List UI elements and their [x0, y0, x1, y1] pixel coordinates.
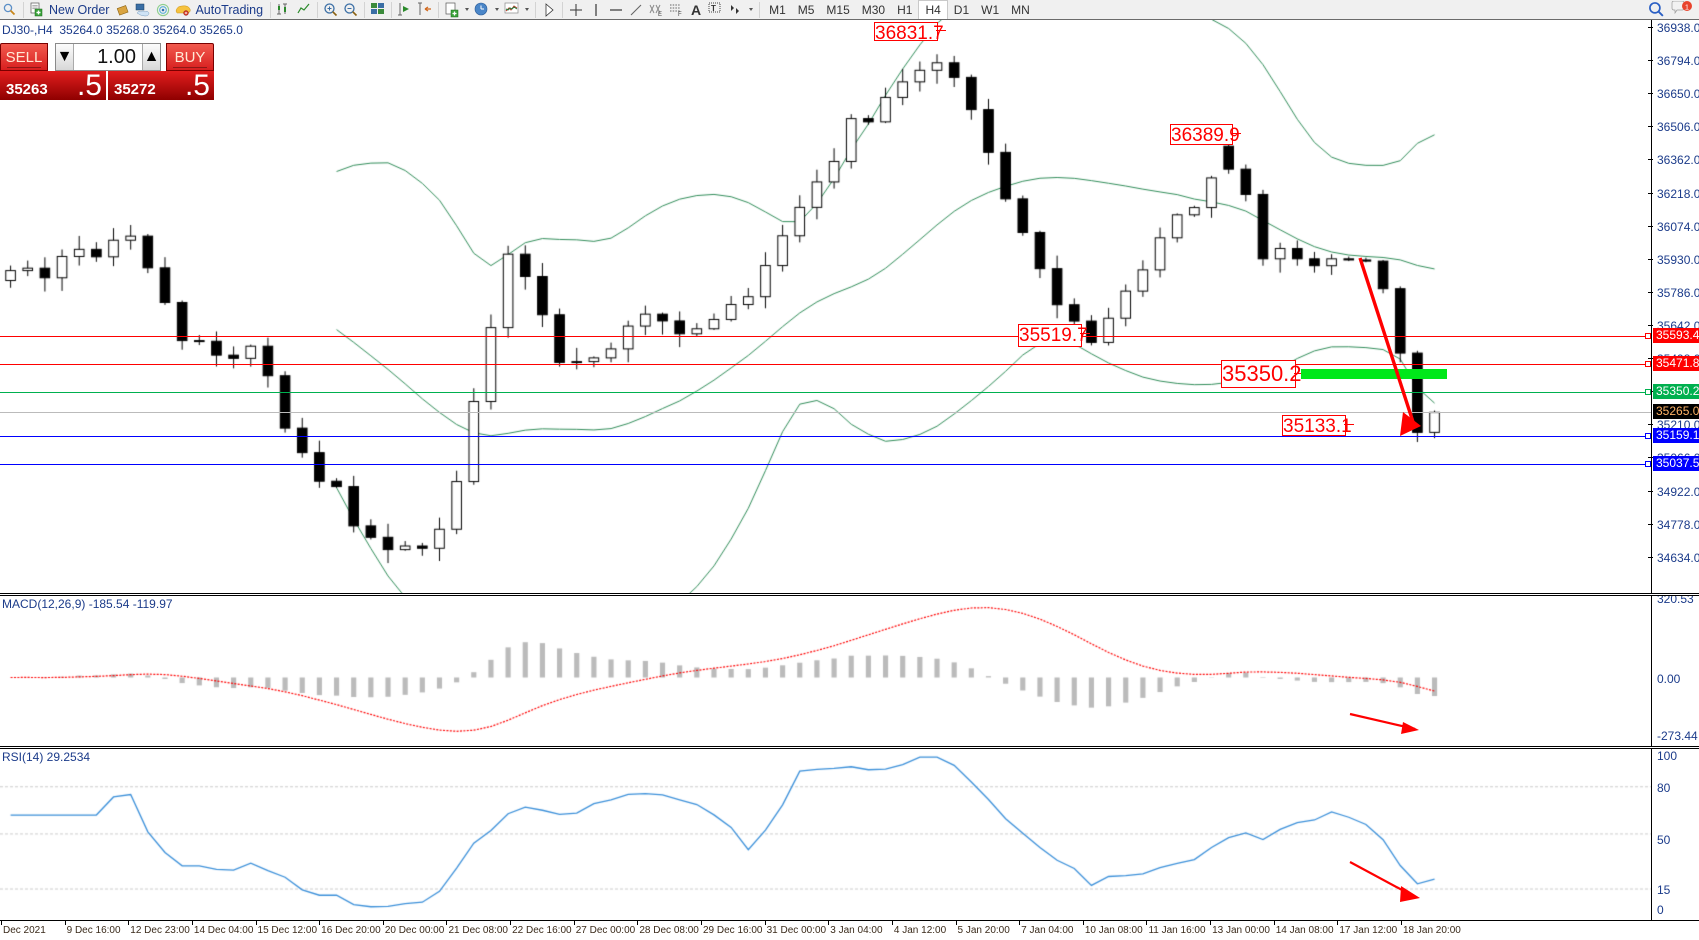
svg-text:T: T — [711, 4, 716, 13]
svg-text:F: F — [678, 12, 682, 18]
svg-text:1: 1 — [1685, 2, 1689, 11]
svg-text:E: E — [658, 12, 662, 18]
